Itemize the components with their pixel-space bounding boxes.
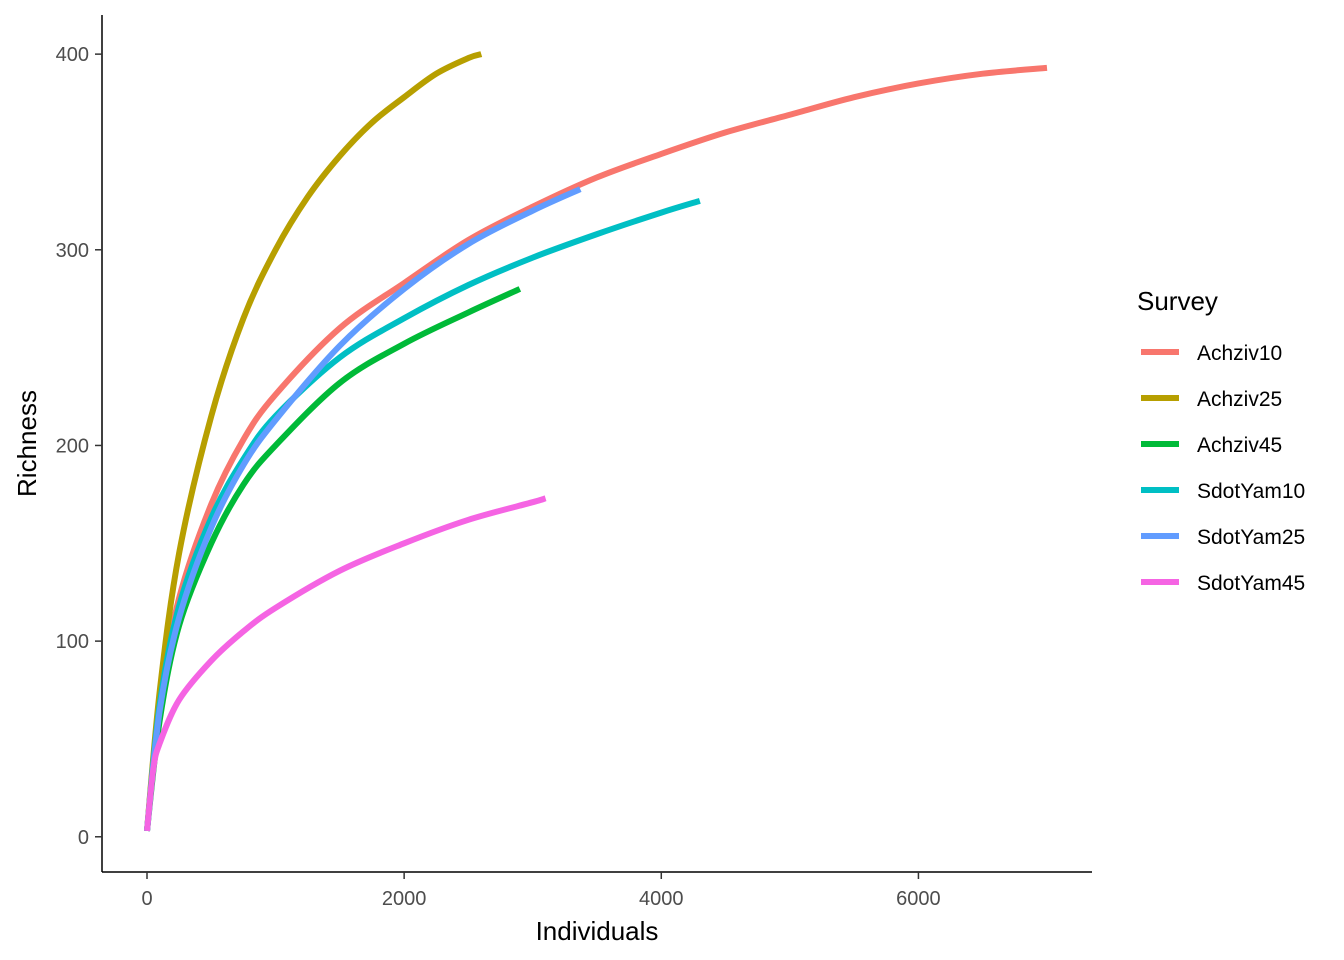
y-tick-label: 100 <box>56 631 89 653</box>
legend-label-achziv25: Achziv25 <box>1197 388 1282 411</box>
x-tick-label: 4000 <box>639 888 684 910</box>
legend: Survey Achziv10 Achziv25 Achziv45 SdotYam10… <box>1137 286 1305 595</box>
legend-items: Achziv10 Achziv25 Achziv45 SdotYam10 SdotYam… <box>1141 342 1305 595</box>
legend-label-achziv45: Achziv45 <box>1197 434 1282 457</box>
x-axis-title: Individuals <box>536 916 659 946</box>
legend-title: Survey <box>1137 286 1218 316</box>
y-tick-label: 300 <box>56 240 89 262</box>
x-tick-label: 0 <box>141 888 152 910</box>
x-tick-label: 6000 <box>896 888 941 910</box>
y-axis-ticks: 0 100 200 300 400 <box>56 44 102 849</box>
series-line-sdotyam25 <box>144 186 582 832</box>
y-axis-title: Richness <box>12 390 42 497</box>
x-tick-label: 2000 <box>382 888 427 910</box>
x-axis-ticks: 0 2000 4000 6000 <box>141 872 941 910</box>
legend-label-sdotyam10: SdotYam10 <box>1197 480 1305 503</box>
series-line-sdotyam45 <box>144 495 547 832</box>
legend-label-sdotyam25: SdotYam25 <box>1197 526 1305 549</box>
series-line-achziv25 <box>144 51 483 832</box>
y-tick-label: 0 <box>78 827 89 849</box>
y-tick-label: 200 <box>56 435 89 457</box>
series-lines <box>144 51 1048 832</box>
legend-label-sdotyam45: SdotYam45 <box>1197 572 1305 595</box>
series-line-achziv10 <box>144 64 1048 832</box>
series-line-sdotyam10 <box>144 198 701 832</box>
legend-label-achziv10: Achziv10 <box>1197 342 1282 365</box>
series-line-achziv45 <box>144 286 522 832</box>
y-tick-label: 400 <box>56 44 89 66</box>
